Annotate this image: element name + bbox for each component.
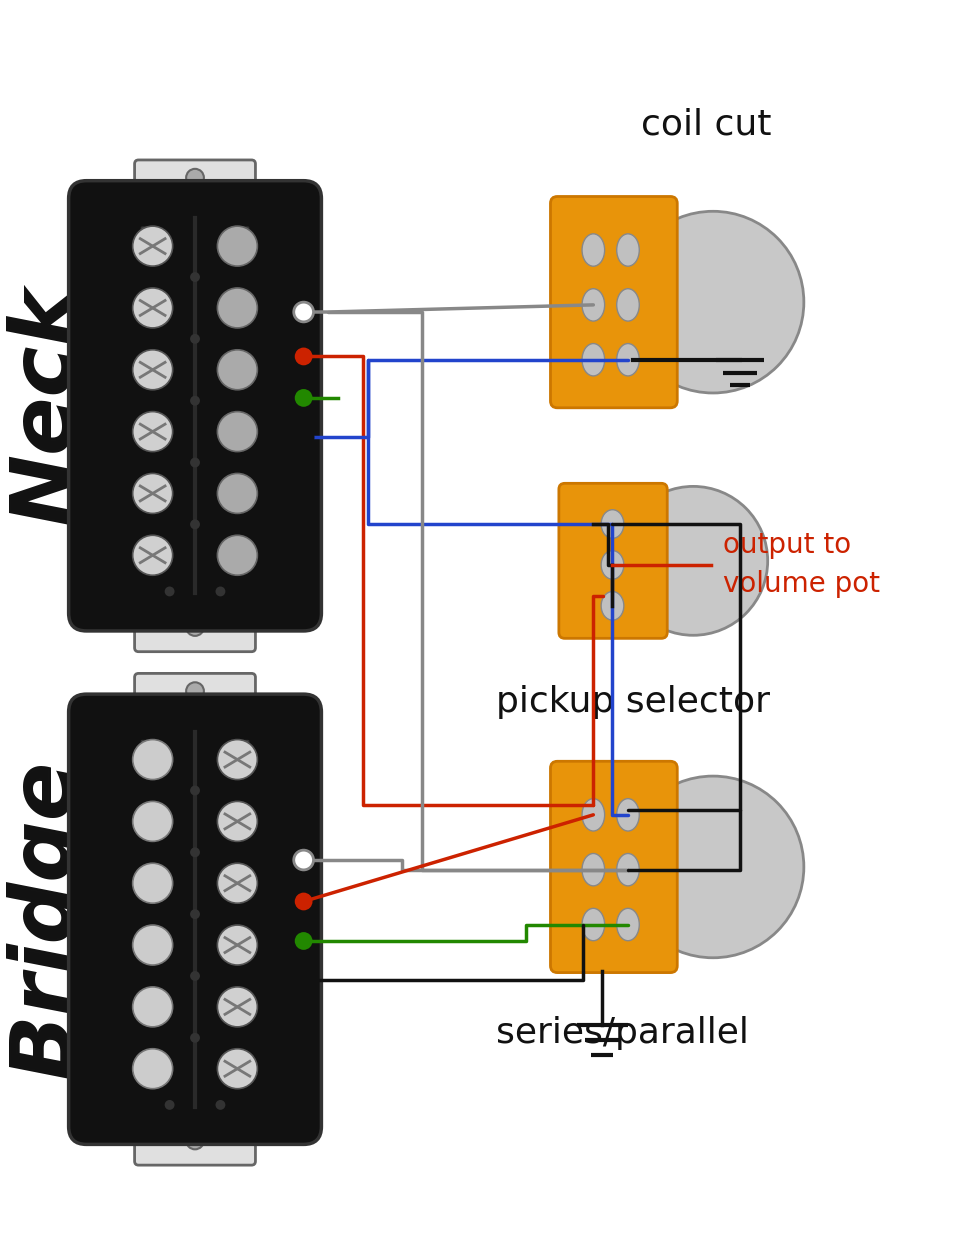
Circle shape xyxy=(218,1049,258,1089)
Text: pickup selector: pickup selector xyxy=(496,684,770,718)
Circle shape xyxy=(295,388,313,407)
FancyBboxPatch shape xyxy=(551,197,677,407)
Circle shape xyxy=(132,474,172,514)
Circle shape xyxy=(186,683,204,700)
Circle shape xyxy=(132,535,172,575)
Circle shape xyxy=(190,910,200,918)
FancyBboxPatch shape xyxy=(141,741,153,752)
Circle shape xyxy=(165,1100,174,1110)
Ellipse shape xyxy=(616,234,639,266)
Circle shape xyxy=(190,847,200,857)
Circle shape xyxy=(293,970,315,991)
FancyBboxPatch shape xyxy=(69,180,321,632)
Ellipse shape xyxy=(582,908,605,941)
Ellipse shape xyxy=(601,591,624,620)
FancyBboxPatch shape xyxy=(237,227,249,239)
FancyBboxPatch shape xyxy=(134,609,256,652)
Circle shape xyxy=(218,802,258,841)
Circle shape xyxy=(190,333,200,343)
Circle shape xyxy=(165,586,174,596)
Circle shape xyxy=(132,1049,172,1089)
Text: series/parallel: series/parallel xyxy=(496,1016,749,1050)
Circle shape xyxy=(618,486,767,635)
Text: Bridge: Bridge xyxy=(5,759,88,1079)
Ellipse shape xyxy=(582,798,605,831)
Ellipse shape xyxy=(601,510,624,539)
Circle shape xyxy=(132,925,172,965)
Ellipse shape xyxy=(616,798,639,831)
FancyBboxPatch shape xyxy=(69,694,321,1144)
Circle shape xyxy=(132,288,172,328)
Ellipse shape xyxy=(616,908,639,941)
Circle shape xyxy=(132,412,172,451)
FancyBboxPatch shape xyxy=(134,160,256,203)
FancyBboxPatch shape xyxy=(141,227,153,239)
Circle shape xyxy=(132,987,172,1027)
Circle shape xyxy=(190,396,200,406)
Ellipse shape xyxy=(582,853,605,886)
Ellipse shape xyxy=(616,853,639,886)
Circle shape xyxy=(132,739,172,779)
Circle shape xyxy=(186,1131,204,1149)
FancyBboxPatch shape xyxy=(551,762,677,972)
Circle shape xyxy=(132,226,172,266)
Circle shape xyxy=(295,892,313,911)
Circle shape xyxy=(294,850,314,870)
FancyBboxPatch shape xyxy=(134,1123,256,1165)
Circle shape xyxy=(218,987,258,1027)
Circle shape xyxy=(132,350,172,390)
Circle shape xyxy=(218,412,258,451)
Circle shape xyxy=(622,776,804,957)
Circle shape xyxy=(218,288,258,328)
Ellipse shape xyxy=(601,550,624,579)
Circle shape xyxy=(218,863,258,903)
Circle shape xyxy=(295,347,313,366)
Circle shape xyxy=(218,535,258,575)
Circle shape xyxy=(218,350,258,390)
Ellipse shape xyxy=(616,288,639,321)
Circle shape xyxy=(218,925,258,965)
Circle shape xyxy=(295,932,313,950)
Circle shape xyxy=(293,426,315,449)
Circle shape xyxy=(218,226,258,266)
Circle shape xyxy=(190,272,200,282)
Circle shape xyxy=(132,863,172,903)
Ellipse shape xyxy=(582,234,605,266)
Ellipse shape xyxy=(616,343,639,376)
Circle shape xyxy=(218,474,258,514)
FancyBboxPatch shape xyxy=(559,484,667,638)
Circle shape xyxy=(186,618,204,635)
Circle shape xyxy=(186,169,204,187)
Circle shape xyxy=(216,586,225,596)
Circle shape xyxy=(190,457,200,467)
Circle shape xyxy=(622,212,804,393)
Circle shape xyxy=(190,520,200,529)
FancyBboxPatch shape xyxy=(134,673,256,715)
Circle shape xyxy=(216,1100,225,1110)
Circle shape xyxy=(190,1032,200,1042)
Circle shape xyxy=(190,786,200,796)
Ellipse shape xyxy=(582,288,605,321)
FancyBboxPatch shape xyxy=(237,741,249,752)
Text: output to
volume pot: output to volume pot xyxy=(723,531,880,599)
Circle shape xyxy=(190,971,200,981)
Text: coil cut: coil cut xyxy=(641,108,772,142)
Ellipse shape xyxy=(582,343,605,376)
Circle shape xyxy=(132,802,172,841)
Text: Neck: Neck xyxy=(6,287,88,525)
Circle shape xyxy=(218,739,258,779)
Circle shape xyxy=(294,302,314,322)
